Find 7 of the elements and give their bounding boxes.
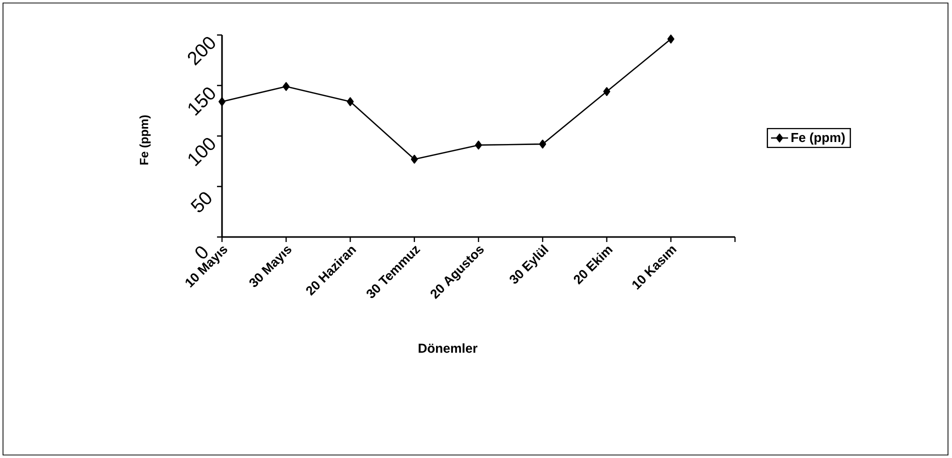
y-axis-title: Fe (ppm): [140, 115, 151, 164]
legend-label: Fe (ppm): [792, 132, 845, 145]
y-tick-label: 150: [188, 87, 215, 116]
x-axis-title: Dönemler: [418, 343, 478, 353]
y-tick-label: 200: [188, 36, 215, 66]
y-tick-label: 50: [190, 192, 212, 212]
y-tick-label: 100: [188, 138, 215, 166]
